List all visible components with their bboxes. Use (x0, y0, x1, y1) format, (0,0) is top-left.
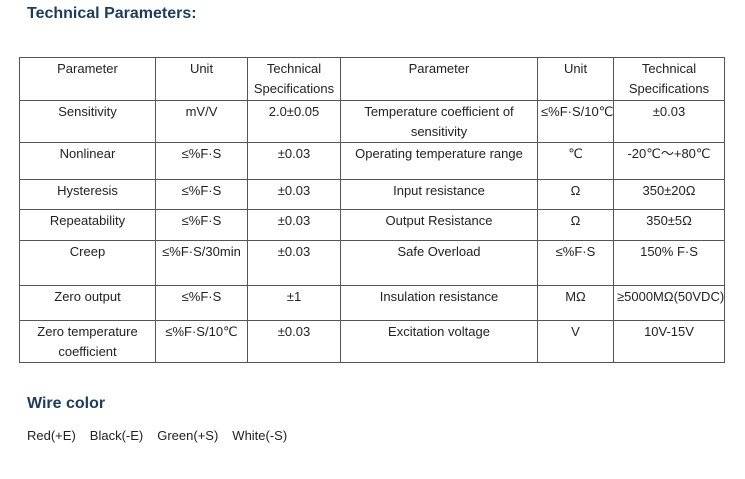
table-row: Repeatability ≤%F·S ±0.03 Output Resistance… (19, 209, 725, 241)
table-cell: Creep (19, 240, 156, 286)
table-cell: 350±20Ω (613, 179, 725, 210)
table-cell: ±0.03 (247, 320, 341, 363)
header-row: Parameter Unit Technical Specifications Par… (19, 57, 725, 101)
table-cell: Temperature coefficient of sensitivity (340, 100, 538, 143)
table-row: Creep ≤%F·S/30min ±0.03 Safe Overload ≤%F·S 1… (19, 240, 725, 286)
table-cell: Repeatability (19, 209, 156, 241)
table-cell: ≤%F·S (155, 142, 248, 180)
table-cell: Hysteresis (19, 179, 156, 210)
table-cell: Sensitivity (19, 100, 156, 143)
wire-list: Red(+E) Black(-E) Green(+S) White(-S) (27, 428, 301, 443)
header-cell: Parameter (340, 57, 538, 101)
table-cell: ≥5000MΩ(50VDC) (613, 285, 725, 321)
wire-item: Green(+S) (157, 428, 219, 443)
table-cell: ±0.03 (247, 142, 341, 180)
table-cell: Operating temperature range (340, 142, 538, 180)
table-row: Sensitivity mV/V 2.0±0.05 Temperature coeff… (19, 100, 725, 143)
table-cell: 350±5Ω (613, 209, 725, 241)
table-cell: ≤%F·S/30min (155, 240, 248, 286)
table-cell: ±0.03 (613, 100, 725, 143)
table-cell: ≤%F·S (155, 285, 248, 321)
table-cell: ≤%F·S/10℃ (155, 320, 248, 363)
table-cell: Safe Overload (340, 240, 538, 286)
table-cell: Excitation voltage (340, 320, 538, 363)
table-cell: ≤%F·S (155, 209, 248, 241)
header-cell: Technical Specifications (613, 57, 725, 101)
table-cell: Insulation resistance (340, 285, 538, 321)
table-cell: ±0.03 (247, 209, 341, 241)
header-cell: Unit (155, 57, 248, 101)
table-cell: ±1 (247, 285, 341, 321)
table-cell: ≤%F·S (155, 179, 248, 210)
table-cell: Ω (537, 209, 614, 241)
table-row: Zero output ≤%F·S ±1 Insulation resistance M… (19, 285, 725, 321)
table-cell: ≤%F·S (537, 240, 614, 286)
section-title: Technical Parameters: (27, 5, 197, 22)
table-row: Zero temperature coefficient ≤%F·S/10℃ ±0.… (19, 320, 725, 363)
table-cell: Zero temperature coefficient (19, 320, 156, 363)
header-cell: Parameter (19, 57, 156, 101)
table-cell: 10V-15V (613, 320, 725, 363)
table-cell: mV/V (155, 100, 248, 143)
table-cell: 2.0±0.05 (247, 100, 341, 143)
table-cell: Output Resistance (340, 209, 538, 241)
header-cell: Technical Specifications (247, 57, 341, 101)
table-row: Hysteresis ≤%F·S ±0.03 Input resistance Ω 350… (19, 179, 725, 210)
table-cell: 150% F·S (613, 240, 725, 286)
table-cell: V (537, 320, 614, 363)
table-cell: ≤%F·S/10℃ (537, 100, 614, 143)
table-cell: -20℃～+80℃ (613, 142, 725, 180)
wire-item: Black(-E) (89, 428, 144, 443)
wire-item: White(-S) (232, 428, 288, 443)
wire-item: Red(+E) (27, 428, 76, 443)
table-row: Nonlinear ≤%F·S ±0.03 Operating temperature… (19, 142, 725, 180)
table-cell: Zero output (19, 285, 156, 321)
spec-table: Parameter Unit Technical Specifications Par… (19, 57, 725, 363)
table-cell: Nonlinear (19, 142, 156, 180)
table-cell: Ω (537, 179, 614, 210)
table-cell: ℃ (537, 142, 614, 180)
header-cell: Unit (537, 57, 614, 101)
section-title: Wire color (27, 395, 106, 412)
table-cell: Input resistance (340, 179, 538, 210)
table-cell: ±0.03 (247, 179, 341, 210)
table-cell: MΩ (537, 285, 614, 321)
table-cell: ±0.03 (247, 240, 341, 286)
